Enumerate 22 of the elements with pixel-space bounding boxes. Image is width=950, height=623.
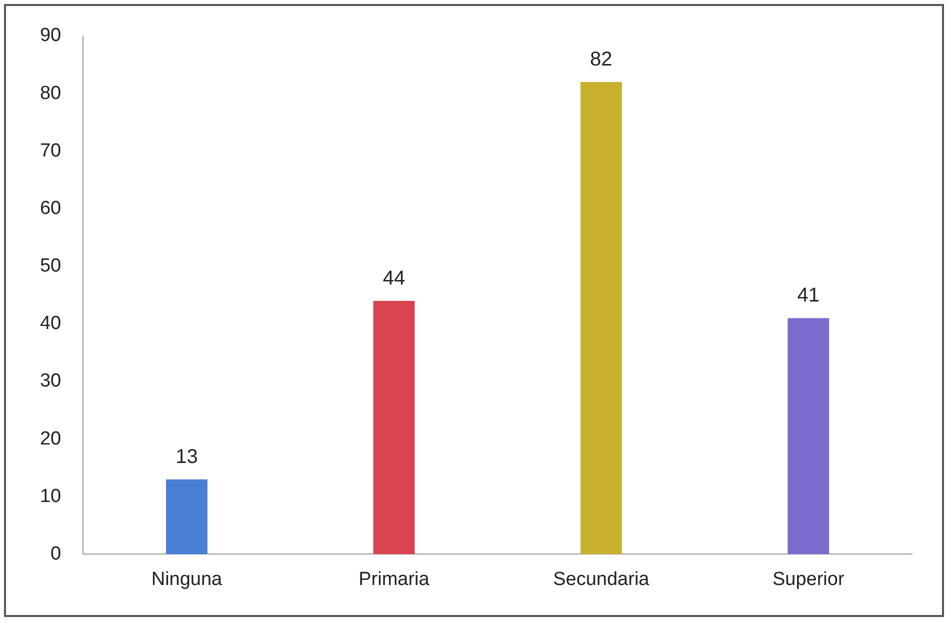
y-tick-label: 90 <box>40 25 62 46</box>
bar <box>166 479 208 554</box>
y-tick-label: 30 <box>40 370 62 392</box>
y-tick-label: 50 <box>40 256 62 277</box>
y-tick-label: 70 <box>40 140 62 162</box>
y-tick-label: 40 <box>40 313 62 334</box>
data-label: 82 <box>590 48 612 71</box>
data-label: 13 <box>176 446 198 468</box>
bar <box>788 318 830 554</box>
y-tick-label: 80 <box>40 82 62 104</box>
x-tick-label: Ninguna <box>151 568 223 590</box>
bar <box>580 82 622 554</box>
bar <box>373 300 415 554</box>
data-label: 44 <box>382 267 406 290</box>
y-tick-label: 10 <box>40 486 62 507</box>
y-tick-label: 20 <box>40 428 62 450</box>
x-tick-label: Primaria <box>358 568 430 590</box>
y-tick-label: 60 <box>40 198 62 219</box>
y-tick-label: 0 <box>50 543 62 564</box>
data-label: 41 <box>797 284 820 307</box>
x-tick-label: Secundaria <box>553 568 650 590</box>
x-tick-label: Superior <box>772 568 845 590</box>
